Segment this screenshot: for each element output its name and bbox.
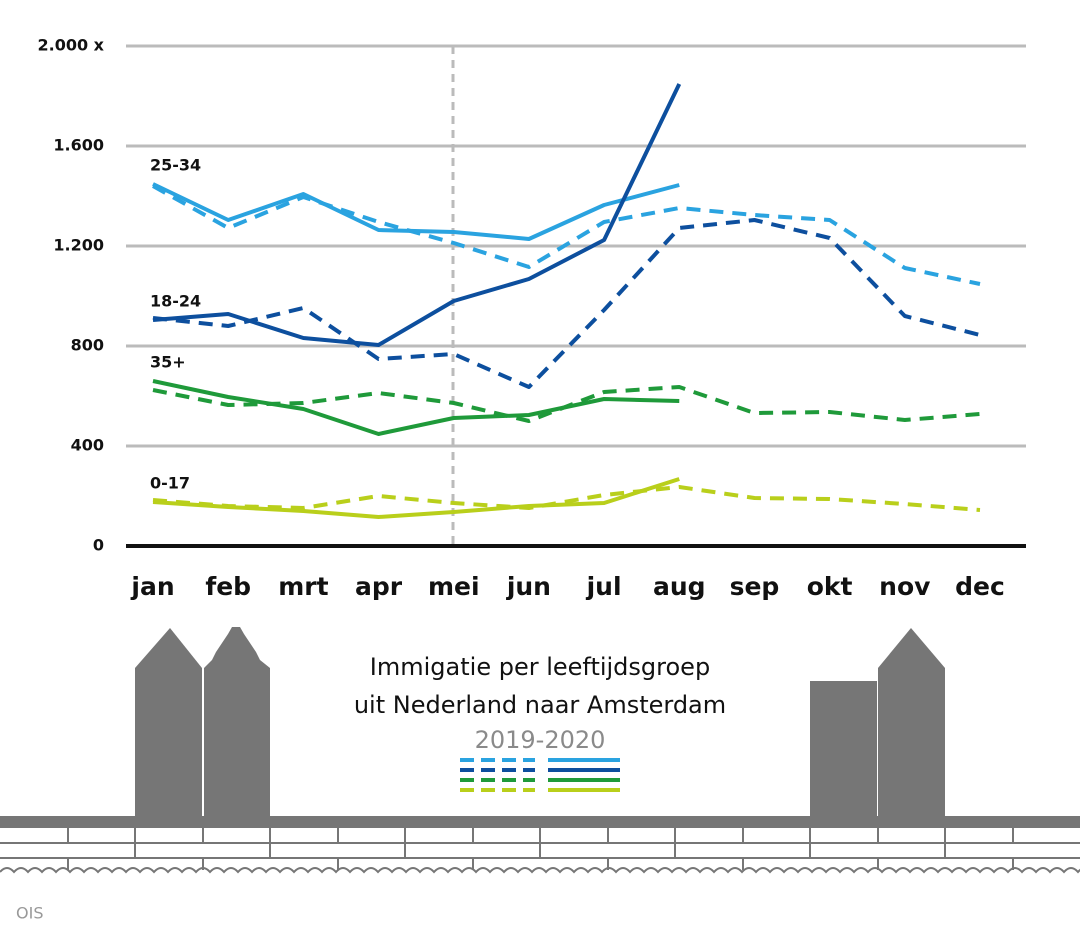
series-label: 25-34	[150, 156, 201, 175]
series-line	[152, 182, 680, 241]
y-tick-label: 1.600	[53, 136, 104, 155]
y-tick-label: 800	[71, 336, 104, 355]
source: OIS	[16, 904, 43, 923]
series-label: 18-24	[150, 292, 201, 311]
brick-joints	[67, 828, 1014, 870]
quay	[0, 816, 1080, 828]
x-tick-label: okt	[807, 572, 853, 601]
series-label: 0-17	[150, 474, 190, 493]
x-tick-label: jul	[586, 572, 622, 601]
x-tick-label: aug	[653, 572, 706, 601]
x-tick-label: jan	[130, 572, 174, 601]
series-line	[152, 83, 682, 347]
series-line	[152, 184, 981, 286]
water	[0, 867, 1080, 874]
legend-title: 2019-2020	[475, 726, 606, 754]
x-tick-label: mrt	[278, 572, 328, 601]
x-tick-label: mei	[428, 572, 480, 601]
y-tick-label: 2.000 x	[38, 36, 105, 55]
building	[878, 628, 945, 820]
chart-title: Immigatie per leeftijdsgroep	[370, 653, 710, 681]
x-tick-label: jun	[506, 572, 551, 601]
series-line	[152, 477, 680, 519]
y-tick-label: 400	[71, 436, 104, 455]
x-tick-label: feb	[205, 572, 251, 601]
series-label: 35+	[150, 353, 186, 372]
series-line	[152, 379, 680, 436]
x-tick-label: sep	[730, 572, 780, 601]
chart-subtitle: uit Nederland naar Amsterdam	[354, 691, 726, 719]
y-tick-label: 0	[93, 536, 104, 555]
x-tick-label: nov	[879, 572, 930, 601]
x-tick-label: apr	[355, 572, 403, 601]
bricks	[0, 828, 1080, 874]
series-line	[152, 218, 981, 389]
y-tick-label: 1.200	[53, 236, 104, 255]
building	[204, 627, 270, 820]
building	[810, 681, 877, 820]
x-tick-label: dec	[955, 572, 1005, 601]
building	[135, 628, 202, 820]
decoration	[0, 627, 1080, 828]
series-line	[152, 485, 981, 512]
